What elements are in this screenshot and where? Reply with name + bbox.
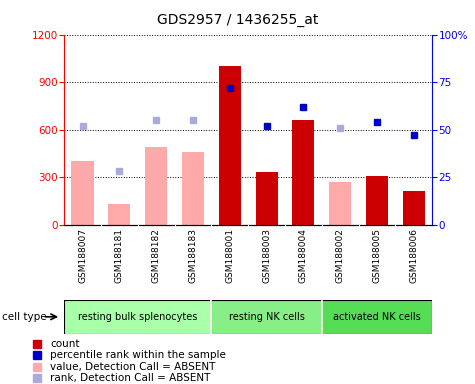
Text: GSM188182: GSM188182 bbox=[152, 228, 161, 283]
Text: count: count bbox=[50, 339, 79, 349]
Bar bbox=[403, 191, 425, 225]
Text: rank, Detection Call = ABSENT: rank, Detection Call = ABSENT bbox=[50, 373, 210, 383]
Text: GSM188003: GSM188003 bbox=[262, 228, 271, 283]
Text: value, Detection Call = ABSENT: value, Detection Call = ABSENT bbox=[50, 362, 215, 372]
Bar bbox=[71, 161, 94, 225]
Bar bbox=[256, 172, 277, 225]
Bar bbox=[218, 66, 241, 225]
Bar bbox=[366, 175, 388, 225]
Text: cell type: cell type bbox=[2, 312, 47, 322]
Text: GSM188183: GSM188183 bbox=[189, 228, 198, 283]
Text: GSM188181: GSM188181 bbox=[115, 228, 124, 283]
Text: GSM188005: GSM188005 bbox=[372, 228, 381, 283]
Bar bbox=[211, 300, 322, 334]
Text: GSM188001: GSM188001 bbox=[225, 228, 234, 283]
Bar bbox=[145, 147, 167, 225]
Text: GSM188007: GSM188007 bbox=[78, 228, 87, 283]
Bar bbox=[64, 300, 211, 334]
Text: percentile rank within the sample: percentile rank within the sample bbox=[50, 350, 226, 360]
Text: GSM188006: GSM188006 bbox=[409, 228, 418, 283]
Bar bbox=[322, 300, 432, 334]
Text: activated NK cells: activated NK cells bbox=[333, 312, 421, 322]
Bar bbox=[329, 182, 351, 225]
Text: resting NK cells: resting NK cells bbox=[228, 312, 304, 322]
Text: GDS2957 / 1436255_at: GDS2957 / 1436255_at bbox=[157, 13, 318, 27]
Text: GSM188004: GSM188004 bbox=[299, 228, 308, 283]
Bar bbox=[108, 204, 130, 225]
Bar bbox=[182, 152, 204, 225]
Text: GSM188002: GSM188002 bbox=[336, 228, 345, 283]
Bar bbox=[293, 120, 314, 225]
Text: resting bulk splenocytes: resting bulk splenocytes bbox=[78, 312, 198, 322]
